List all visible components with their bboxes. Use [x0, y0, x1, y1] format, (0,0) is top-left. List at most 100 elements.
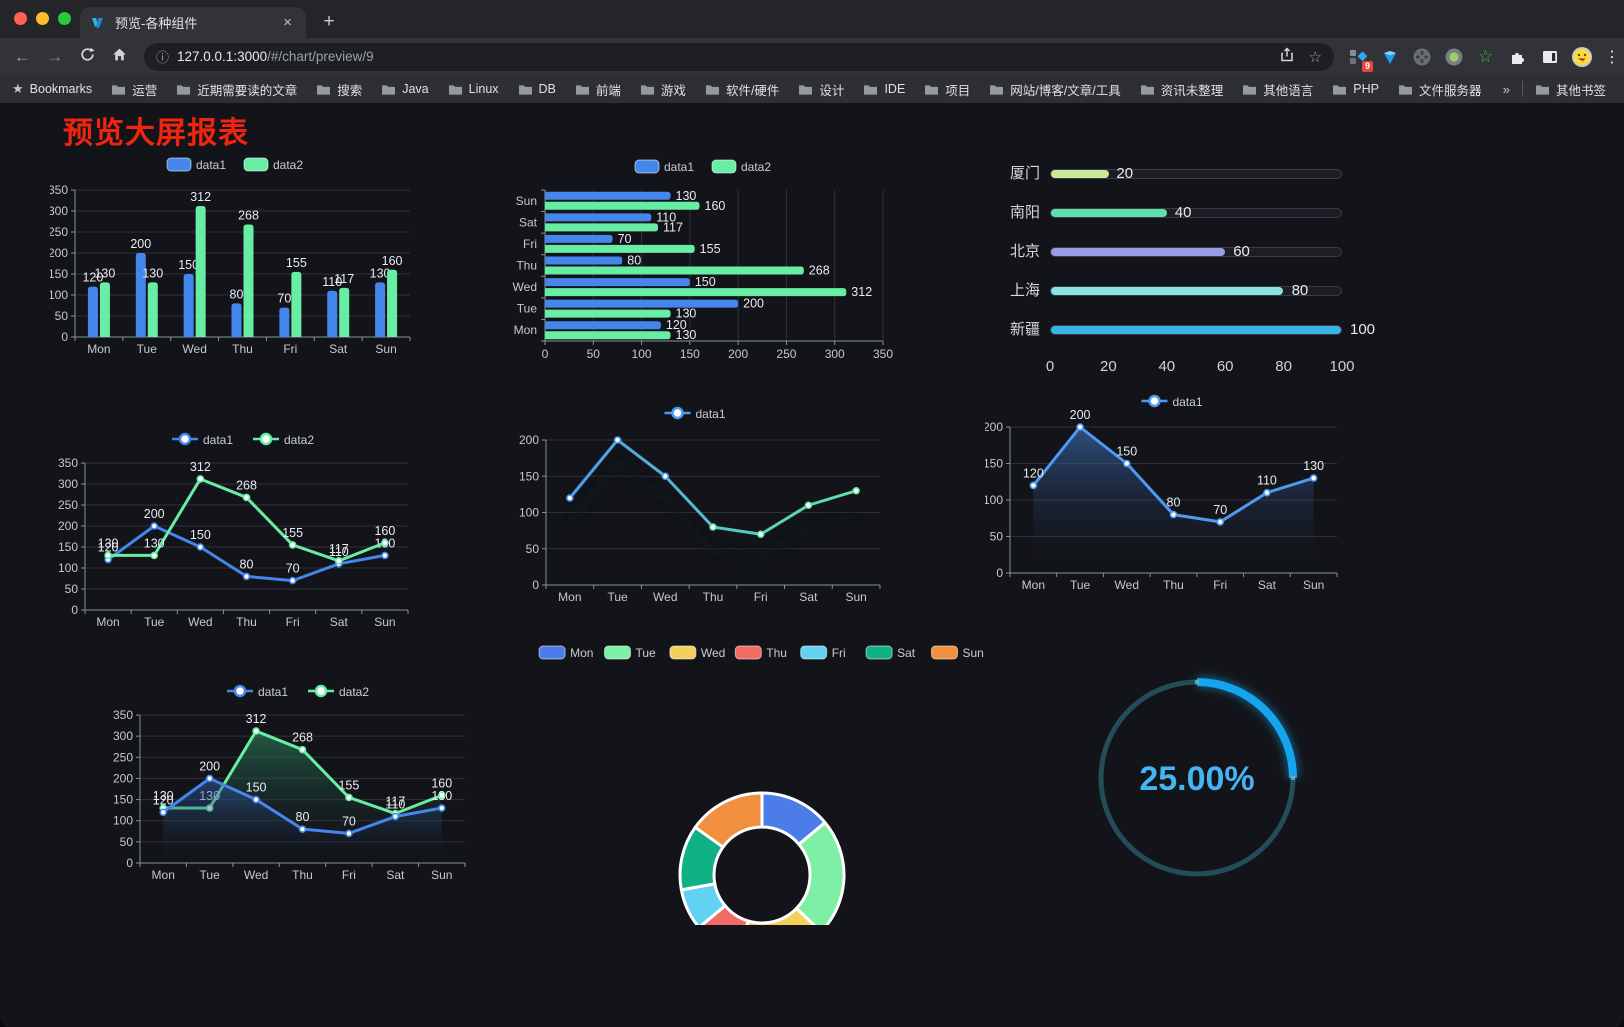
legend-item-data1[interactable]: data1	[227, 684, 288, 699]
hbar-data1-Sun[interactable]	[545, 191, 671, 200]
home-button[interactable]	[104, 46, 137, 68]
bar-data2-Sat[interactable]	[339, 287, 350, 337]
minimize-window-button[interactable]	[36, 12, 49, 25]
hbar-data1-Wed[interactable]	[545, 278, 690, 287]
progress-row-北京[interactable]: 北京 60	[1000, 243, 1372, 261]
side-panel-button[interactable]	[1536, 43, 1563, 70]
chart-line-gradient[interactable]: data1 0 50 100 150 200 Mon Tue Wed Thu Fri Sat Sun	[500, 400, 900, 615]
extension-gem-button[interactable]	[1376, 43, 1403, 70]
tab-close-icon[interactable]: ×	[283, 14, 292, 31]
bookmarks-overflow-button[interactable]: »	[1502, 81, 1510, 97]
bar-data1-Fri[interactable]	[279, 307, 290, 337]
chart-bar-horizontal[interactable]: data1 data2 0 50 100 150 200 250 300 350 Sun 130 160…	[500, 150, 900, 370]
bookmark-item-3[interactable]: 搜索	[316, 80, 362, 99]
bookmark-item-12[interactable]: 项目	[924, 80, 970, 99]
bookmark-item-6[interactable]: DB	[518, 82, 556, 96]
bookmark-item-15[interactable]: 其他语言	[1242, 80, 1313, 99]
legend-item-Sun[interactable]: Sun	[931, 645, 984, 660]
bar-data1-Mon[interactable]	[87, 286, 98, 337]
bar-data1-Tue[interactable]	[135, 253, 146, 337]
legend-item-Fri[interactable]: Fri	[800, 645, 846, 660]
legend-item-data2[interactable]: data2	[243, 157, 303, 172]
progress-row-厦门[interactable]: 厦门 20	[1000, 165, 1372, 183]
back-button[interactable]: ←	[13, 46, 31, 66]
bar-data2-Mon[interactable]	[99, 282, 110, 337]
bookmark-item-7[interactable]: 前端	[575, 80, 621, 99]
bar-data2-Fri[interactable]	[291, 271, 302, 337]
hbar-data1-Fri[interactable]	[545, 234, 613, 243]
legend-item-data1[interactable]: data1	[172, 432, 233, 447]
reload-button[interactable]	[71, 46, 104, 68]
legend-item-data1[interactable]: data1	[166, 157, 226, 172]
legend-item-Tue[interactable]: Tue	[604, 645, 657, 660]
bookmark-item-10[interactable]: 设计	[798, 80, 844, 99]
bookmark-item-11[interactable]: IDE	[863, 82, 905, 96]
bookmark-item-9[interactable]: 软件/硬件	[705, 80, 779, 99]
hbar-data2-Wed[interactable]	[545, 288, 847, 297]
legend-item-Thu[interactable]: Thu	[734, 645, 787, 660]
close-window-button[interactable]	[14, 12, 27, 25]
bookmark-item-16[interactable]: PHP	[1332, 82, 1379, 96]
hbar-data1-Tue[interactable]	[545, 299, 739, 308]
legend-item-Mon[interactable]: Mon	[538, 645, 593, 660]
bar-data2-Thu[interactable]	[243, 224, 254, 337]
bookmark-item-0[interactable]: ★ Bookmarks	[12, 81, 92, 97]
hbar-data2-Thu[interactable]	[545, 266, 804, 275]
url-bar[interactable]: ⓘ 127.0.0.1:3000/#/chart/preview/9 ☆	[144, 42, 1334, 71]
bookmark-item-1[interactable]: 运营	[111, 80, 157, 99]
bar-data2-Sun[interactable]	[387, 269, 398, 337]
profile-avatar-button[interactable]	[1568, 43, 1595, 70]
bar-data1-Sun[interactable]	[375, 282, 386, 337]
legend-item-Wed[interactable]: Wed	[669, 645, 725, 660]
hbar-data1-Thu[interactable]	[545, 256, 623, 265]
progress-row-上海[interactable]: 上海 80	[1000, 282, 1372, 300]
chart-gauge-progress[interactable]: 25.00%	[1060, 640, 1340, 925]
bar-data2-Wed[interactable]	[195, 205, 206, 337]
hbar-data2-Fri[interactable]	[545, 244, 695, 253]
chart-line-two-series[interactable]: data1 data2 0 50 100 150 200 250 300 350 Mon Tue Wed…	[40, 425, 430, 640]
bookmark-item-14[interactable]: 资讯未整理	[1140, 80, 1223, 99]
zoom-window-button[interactable]	[58, 12, 71, 25]
bar-data1-Wed[interactable]	[183, 274, 194, 337]
hbar-data2-Mon[interactable]	[545, 331, 671, 340]
bar-data1-Sat[interactable]	[327, 290, 338, 337]
progress-row-新疆[interactable]: 新疆 100	[1000, 321, 1375, 339]
legend-item-data2[interactable]: data2	[308, 684, 369, 699]
line-data1[interactable]	[568, 438, 858, 536]
hbar-data2-Tue[interactable]	[545, 309, 671, 318]
bookmark-item-2[interactable]: 近期需要读的文章	[176, 80, 297, 99]
chart-bar-grouped[interactable]: data1 data2 0 50 100 150 200 250 300 350 Mon Tue Wed…	[48, 150, 445, 365]
extension-green-star-button[interactable]: ☆	[1477, 46, 1494, 66]
browser-menu-button[interactable]: ⋮	[1604, 48, 1620, 66]
chart-area-single[interactable]: data1 0 50 100 150 200 Mon Tue Wed Thu Fri Sat Sun 12…	[983, 390, 1360, 602]
site-info-icon[interactable]: ⓘ	[156, 50, 170, 65]
hbar-data2-Sun[interactable]	[545, 201, 700, 210]
bar-data1-Thu[interactable]	[231, 303, 242, 337]
chart-progress-bars[interactable]: 厦门 20 南阳 40 北京 60 上海 80 新疆 100 0 20 40 60 80 100	[1000, 160, 1375, 390]
chart-area-two-series[interactable]: data1 data2 0 50 100 150 200 250 300 350 Mon Tue Wed…	[100, 675, 480, 895]
legend-item-Sat[interactable]: Sat	[865, 645, 916, 660]
hbar-data2-Sat[interactable]	[545, 223, 658, 232]
bookmark-item-5[interactable]: Linux	[448, 82, 499, 96]
forward-button[interactable]: →	[46, 46, 64, 66]
bookmark-item-13[interactable]: 网站/博客/文章/工具	[989, 80, 1121, 99]
progress-row-南阳[interactable]: 南阳 40	[1000, 204, 1372, 222]
extensions-puzzle-button[interactable]	[1504, 43, 1531, 70]
pie-slice-Sun[interactable]	[693, 791, 764, 849]
legend-item-data2[interactable]: data2	[711, 159, 771, 174]
hbar-data1-Sat[interactable]	[545, 213, 652, 222]
extension-tabs-manager-button[interactable]: 9	[1344, 43, 1373, 72]
bar-data2-Tue[interactable]	[147, 282, 158, 337]
bookmark-item-8[interactable]: 游戏	[640, 80, 686, 99]
new-tab-button[interactable]: +	[323, 11, 335, 32]
legend-item-data1[interactable]: data1	[664, 406, 726, 421]
bookmark-item-17[interactable]: 文件服务器	[1398, 80, 1481, 99]
legend-item-data2[interactable]: data2	[253, 432, 314, 447]
extension-settings-button[interactable]	[1408, 43, 1435, 70]
legend-item-data1[interactable]: data1	[634, 159, 694, 174]
hbar-data1-Mon[interactable]	[545, 321, 661, 330]
browser-tab[interactable]: 预览-各种组件 ×	[80, 7, 306, 38]
other-bookmarks-folder[interactable]: 其他书签	[1535, 80, 1606, 99]
legend-item-data1[interactable]: data1	[1141, 394, 1203, 409]
bookmark-item-4[interactable]: Java	[381, 82, 429, 96]
